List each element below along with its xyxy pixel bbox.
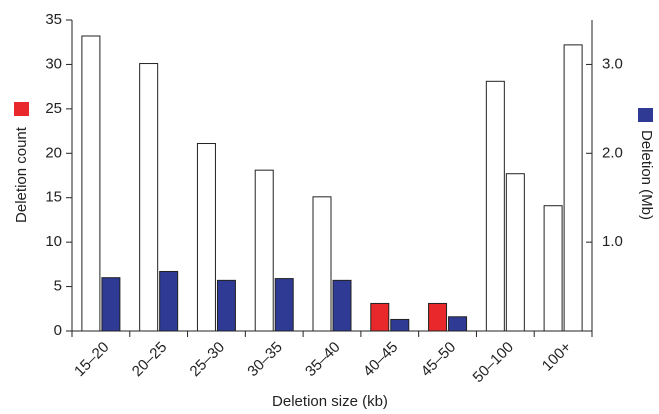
bar [543, 205, 563, 332]
y-tick-label: 20 [45, 144, 62, 161]
x-tick-label: 40–45 [360, 339, 402, 381]
x-tick-label: 35–40 [302, 339, 344, 381]
bar [139, 63, 159, 332]
y-tick-label: 35 [45, 11, 62, 28]
bar [101, 277, 121, 332]
bar [81, 35, 101, 332]
bar [485, 80, 505, 332]
x-tick-label: 25–30 [187, 339, 229, 381]
bar [216, 279, 236, 332]
x-tick-label: 45–50 [418, 339, 460, 381]
bar [370, 302, 390, 332]
y-tick-label: 25 [45, 100, 62, 117]
y-tick-label: 5 [54, 278, 62, 295]
bar [390, 318, 410, 332]
y-axis-label: Deletion count [13, 126, 30, 223]
y2-tick-label: 1.0 [602, 233, 623, 250]
legend-marker [14, 102, 29, 116]
y-tick-label: 0 [54, 322, 62, 339]
bar [274, 278, 294, 332]
y-tick-label: 10 [45, 233, 62, 250]
x-tick-label: 100+ [539, 338, 575, 374]
bar [563, 44, 583, 332]
bar [428, 302, 448, 332]
y2-tick-label: 2.0 [602, 144, 623, 161]
y2-axis-label: Deletion (Mb) [638, 130, 655, 220]
x-tick-label: 20–25 [129, 339, 171, 381]
bar [196, 143, 216, 332]
bar [312, 196, 332, 332]
x-axis-label: Deletion size (kb) [272, 393, 388, 410]
bar [254, 169, 274, 332]
x-tick-label: 15–20 [71, 339, 113, 381]
x-tick-label: 50–100 [470, 339, 517, 386]
x-tick-label: 30–35 [244, 339, 286, 381]
legend-marker [638, 108, 653, 122]
y-tick-label: 30 [45, 55, 62, 72]
y-tick-label: 15 [45, 189, 62, 206]
bar [448, 316, 468, 332]
bar [505, 173, 525, 332]
bar [332, 279, 352, 332]
y2-tick-label: 3.0 [602, 55, 623, 72]
bar [159, 270, 179, 332]
